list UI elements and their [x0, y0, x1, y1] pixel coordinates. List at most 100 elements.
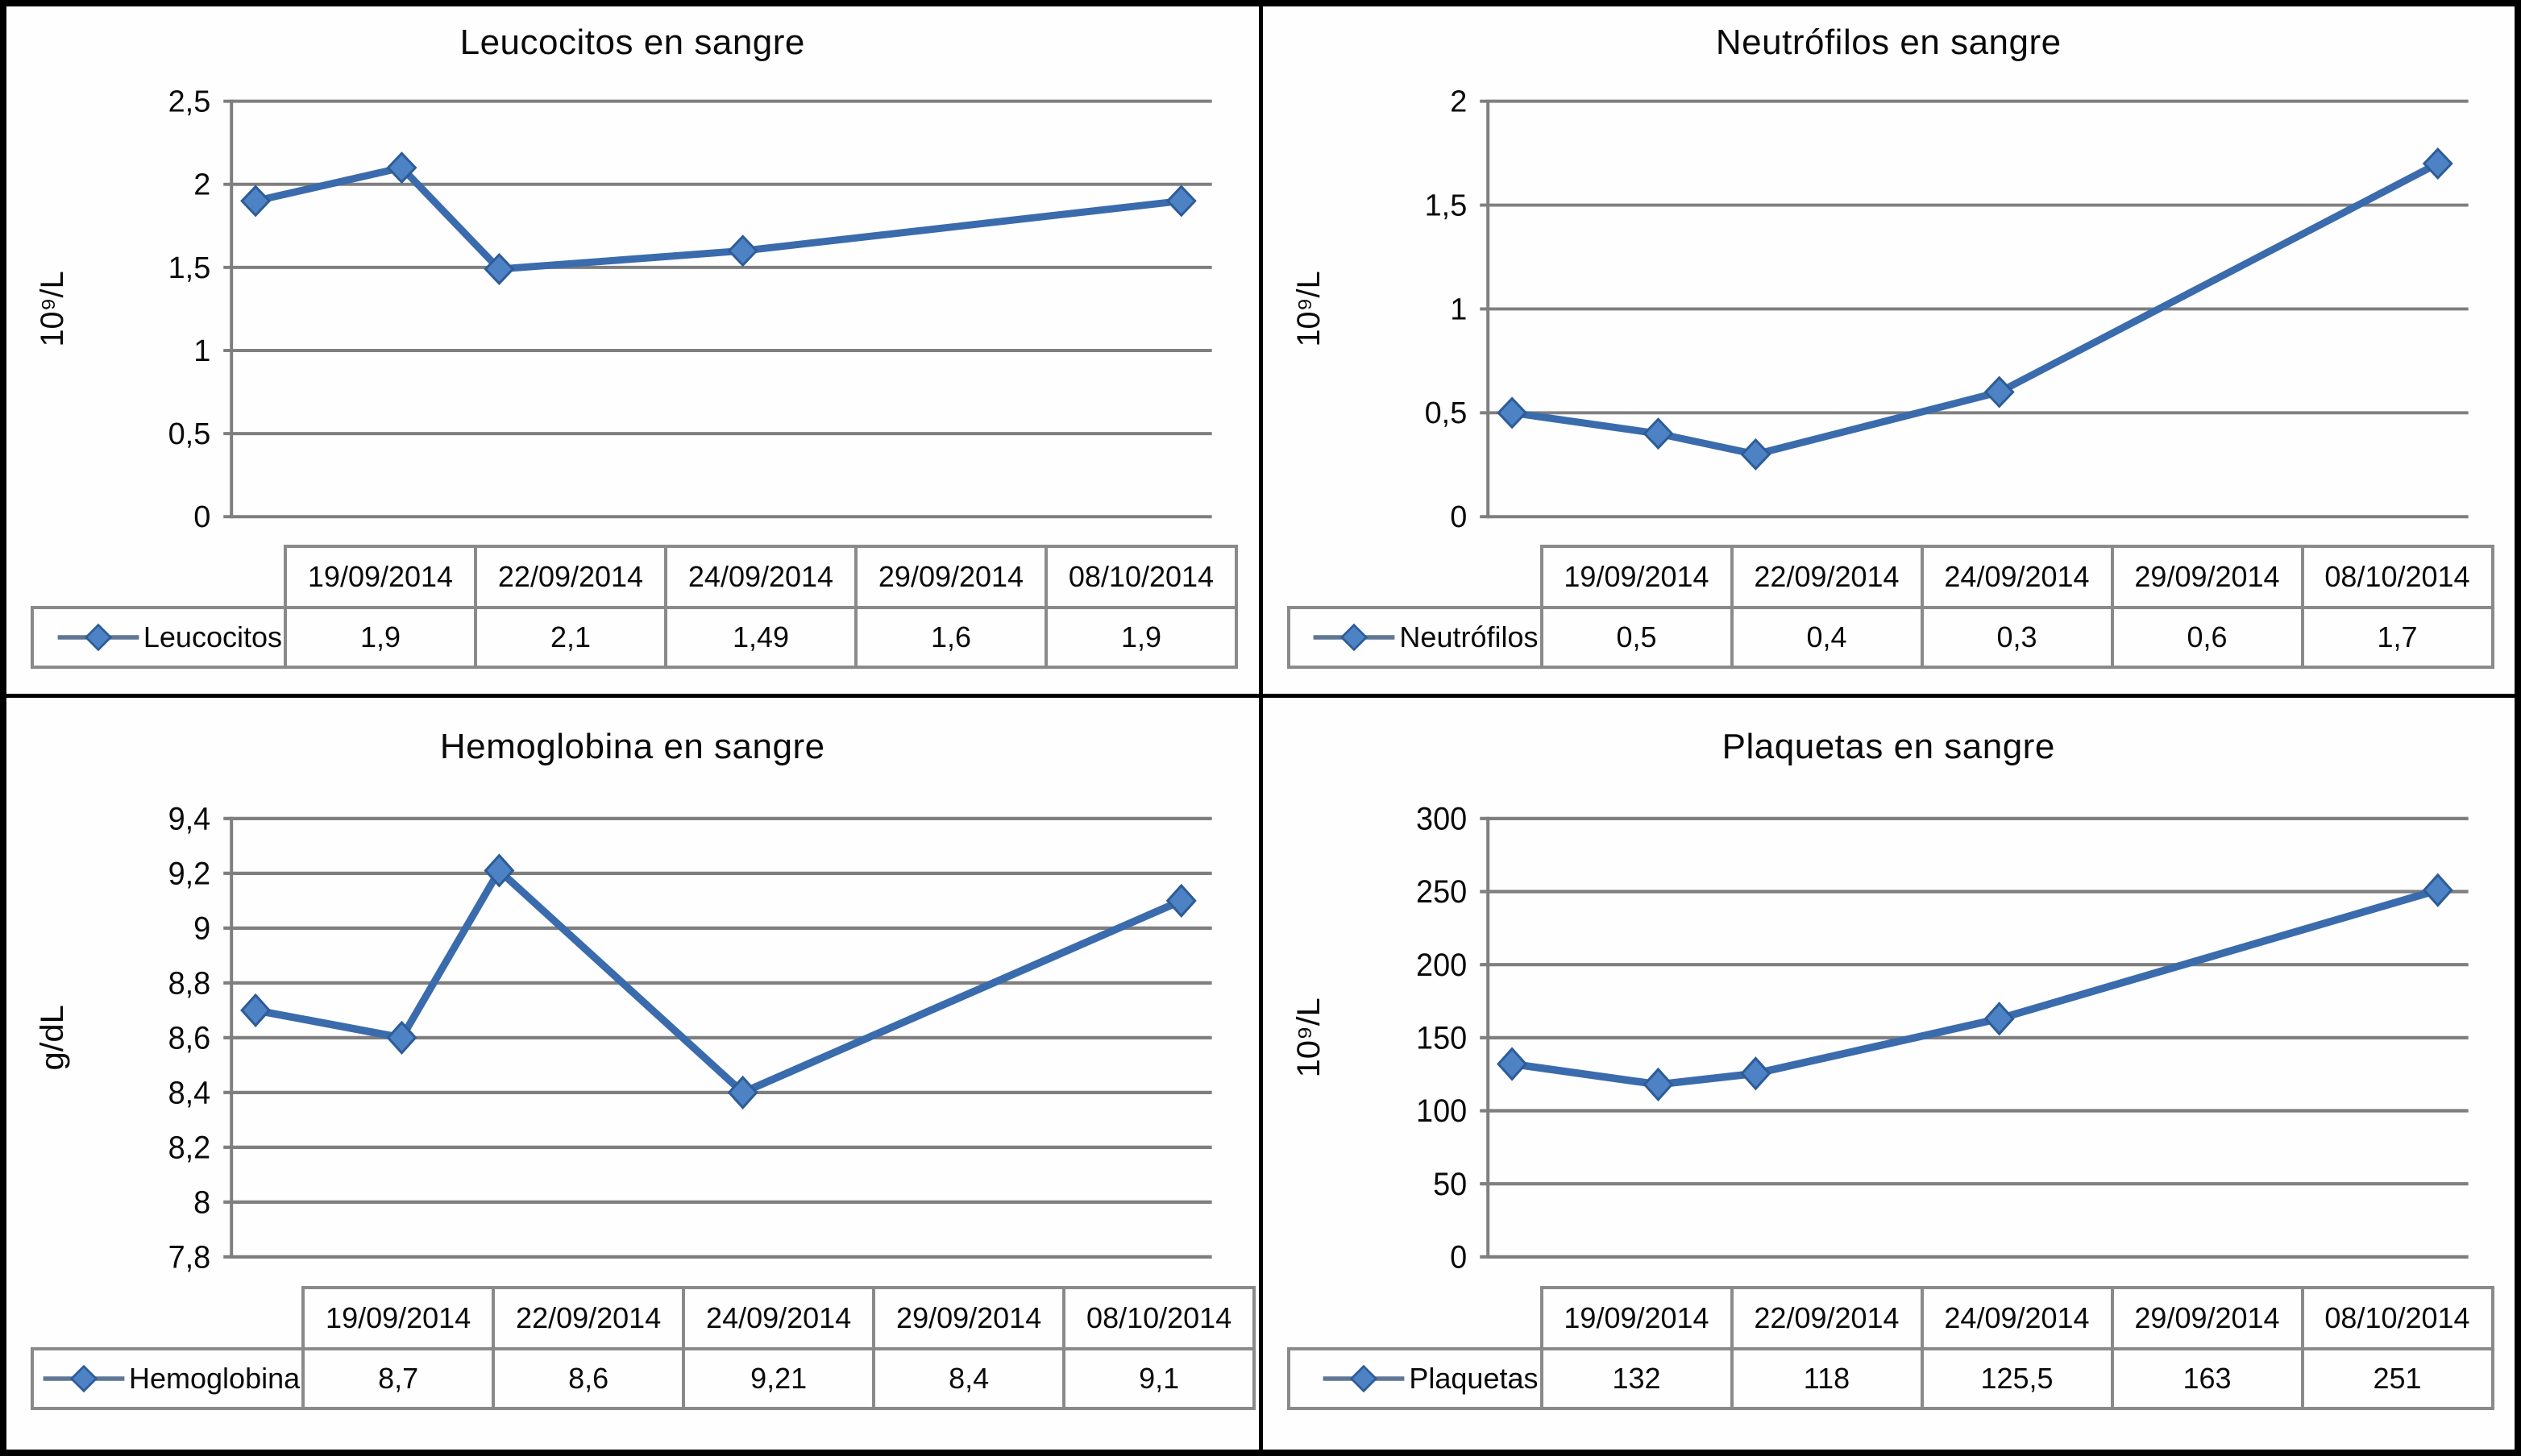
y-tick-label: 0	[193, 500, 210, 534]
series-layer	[1496, 873, 2453, 1101]
series-marker-icon	[1314, 623, 1395, 652]
chart-title: Plaquetas en sangre	[1722, 727, 2055, 766]
date-header-cell: 08/10/2014	[1062, 1286, 1256, 1350]
chart-title: Hemoglobina en sangre	[439, 727, 825, 766]
series-marker-icon	[1323, 1364, 1405, 1393]
y-tick-label: 2,5	[168, 85, 211, 119]
date-header-cell: 22/09/2014	[1730, 545, 1924, 609]
legend-cell: Hemoglobina	[30, 1347, 305, 1410]
y-tick-label: 300	[1416, 802, 1467, 837]
value-cell: 8,6	[492, 1347, 686, 1410]
leucocitos-line-chart: 2,5 2 1,5 1 0,5 0 10⁹/L	[35, 85, 1212, 534]
neutrofilos-line-chart: 2 1,5 1 0,5 0 10⁹/L	[1290, 85, 2469, 534]
table-date-row: 19/09/2014 22/09/2014 24/09/2014 29/09/2014…	[1289, 545, 2494, 609]
value-cell: 8,7	[301, 1347, 496, 1410]
date-header-cell: 19/09/2014	[301, 1286, 496, 1350]
data-table: 19/09/2014 22/09/2014 24/09/2014 29/09/2014…	[1286, 1286, 2494, 1410]
value-cell: 132	[1539, 1347, 1734, 1410]
date-header-cell: 22/09/2014	[492, 1286, 686, 1350]
data-point-marker	[484, 252, 515, 285]
legend-spacer-cell	[1289, 546, 1542, 608]
y-tick-label: 7,8	[168, 1240, 211, 1276]
date-header-cell: 22/09/2014	[474, 545, 667, 609]
chart-title: Leucocitos en sangre	[459, 23, 805, 62]
y-tick-label: 100	[1416, 1093, 1467, 1129]
value-cell: 1,49	[664, 606, 858, 669]
value-cell: 163	[2110, 1347, 2304, 1410]
legend-cell: Leucocitos	[31, 606, 287, 669]
legend: Leucocitos	[40, 620, 282, 654]
value-cell: 9,1	[1062, 1347, 1256, 1410]
date-header-cell: 24/09/2014	[664, 545, 858, 609]
y-tick-label: 0	[1450, 1240, 1467, 1276]
panel-neutrofilos: Neutrófilos en sangre 2 1,5 1 0,5 0 10⁹/L 19…	[1262, 6, 2515, 694]
hemoglobina-line-chart: 9,4 9,2 9 8,8 8,6 8,4 8,2 8 7,8 g/dL	[34, 802, 1212, 1276]
legend: Neutrófilos	[1297, 620, 1539, 654]
y-tick-label: 9,4	[168, 802, 211, 837]
data-point-marker	[1165, 883, 1197, 918]
table-value-row: Leucocitos 1,9 2,1 1,49 1,6 1,9	[31, 606, 1238, 669]
date-header-cell: 24/09/2014	[682, 1286, 876, 1350]
data-point-marker	[1739, 1056, 1771, 1091]
y-tick-label: 1,5	[168, 251, 211, 285]
y-tick-label: 0	[1450, 500, 1467, 534]
value-cell: 2,1	[474, 606, 667, 669]
series-layer	[240, 853, 1197, 1110]
series-line	[1511, 886, 2439, 1089]
y-tick-label: 0,5	[168, 417, 211, 451]
value-cell: 0,4	[1730, 606, 1924, 669]
value-cell: 1,6	[854, 606, 1048, 669]
data-table: 19/09/2014 22/09/2014 24/09/2014 29/09/2014…	[31, 545, 1238, 669]
data-point-marker	[386, 151, 417, 185]
table-value-row: Hemoglobina 8,7 8,6 9,21 8,4 9,1	[30, 1347, 1256, 1410]
value-cell: 0,3	[1920, 606, 2114, 669]
y-tick-label: 8,6	[168, 1021, 211, 1056]
data-point-marker	[727, 1075, 758, 1110]
series-marker-icon	[43, 1364, 125, 1393]
data-table: 19/09/2014 22/09/2014 24/09/2014 29/09/2014…	[1286, 545, 2494, 669]
date-header-cell: 08/10/2014	[1045, 545, 1238, 609]
data-point-marker	[240, 185, 272, 218]
date-header-cell: 29/09/2014	[854, 545, 1048, 609]
panel-plaquetas: Plaquetas en sangre 300 250 200 150 100 50 0 1…	[1262, 698, 2515, 1450]
y-tick-label: 2	[193, 168, 210, 202]
date-header-cell: 22/09/2014	[1730, 1286, 1924, 1350]
y-tick-label: 8	[193, 1185, 210, 1221]
y-tick-label: 1	[193, 334, 210, 368]
date-header-cell: 19/09/2014	[284, 545, 477, 609]
series-layer	[240, 151, 1197, 285]
grid-layer: 300 250 200 150 100 50 0	[1416, 802, 2469, 1276]
value-cell: 1,9	[284, 606, 477, 669]
value-cell: 251	[2300, 1347, 2494, 1410]
table-date-row: 19/09/2014 22/09/2014 24/09/2014 29/09/2014…	[32, 1286, 1256, 1350]
date-header-cell: 08/10/2014	[2300, 1286, 2494, 1350]
y-tick-label: 1,5	[1424, 189, 1467, 223]
data-point-marker	[240, 993, 272, 1027]
y-tick-label: 250	[1416, 874, 1467, 910]
data-point-marker	[1496, 1047, 1527, 1081]
data-point-marker	[1983, 1002, 2015, 1036]
y-tick-label: 8,2	[168, 1130, 211, 1166]
y-tick-label: 9,2	[168, 857, 211, 892]
table-date-row: 19/09/2014 22/09/2014 24/09/2014 29/09/2014…	[1289, 1286, 2494, 1350]
date-header-cell: 24/09/2014	[1920, 545, 2114, 609]
data-point-marker	[1165, 185, 1197, 218]
y-axis-label: 10⁹/L	[35, 271, 70, 346]
date-header-cell: 29/09/2014	[2110, 545, 2304, 609]
legend: Plaquetas	[1297, 1362, 1539, 1396]
value-cell: 0,5	[1539, 606, 1734, 669]
value-cell: 0,6	[2110, 606, 2304, 669]
data-point-marker	[484, 853, 515, 888]
legend-spacer-cell	[1289, 1288, 1542, 1349]
table-value-row: Neutrófilos 0,5 0,4 0,3 0,6 1,7	[1286, 606, 2494, 669]
legend-cell: Neutrófilos	[1286, 606, 1543, 669]
legend-spacer-cell	[32, 1288, 303, 1349]
y-tick-label: 9	[193, 911, 210, 947]
data-point-marker	[1739, 438, 1771, 471]
date-header-cell: 24/09/2014	[1920, 1286, 2114, 1350]
date-header-cell: 29/09/2014	[2110, 1286, 2304, 1350]
series-name: Leucocitos	[143, 620, 282, 653]
table-date-row: 19/09/2014 22/09/2014 24/09/2014 29/09/2014…	[32, 545, 1238, 609]
panel-leucocitos: Leucocitos en sangre 2,5 2 1,5 1 0,5 0 10⁹/L …	[6, 6, 1259, 694]
